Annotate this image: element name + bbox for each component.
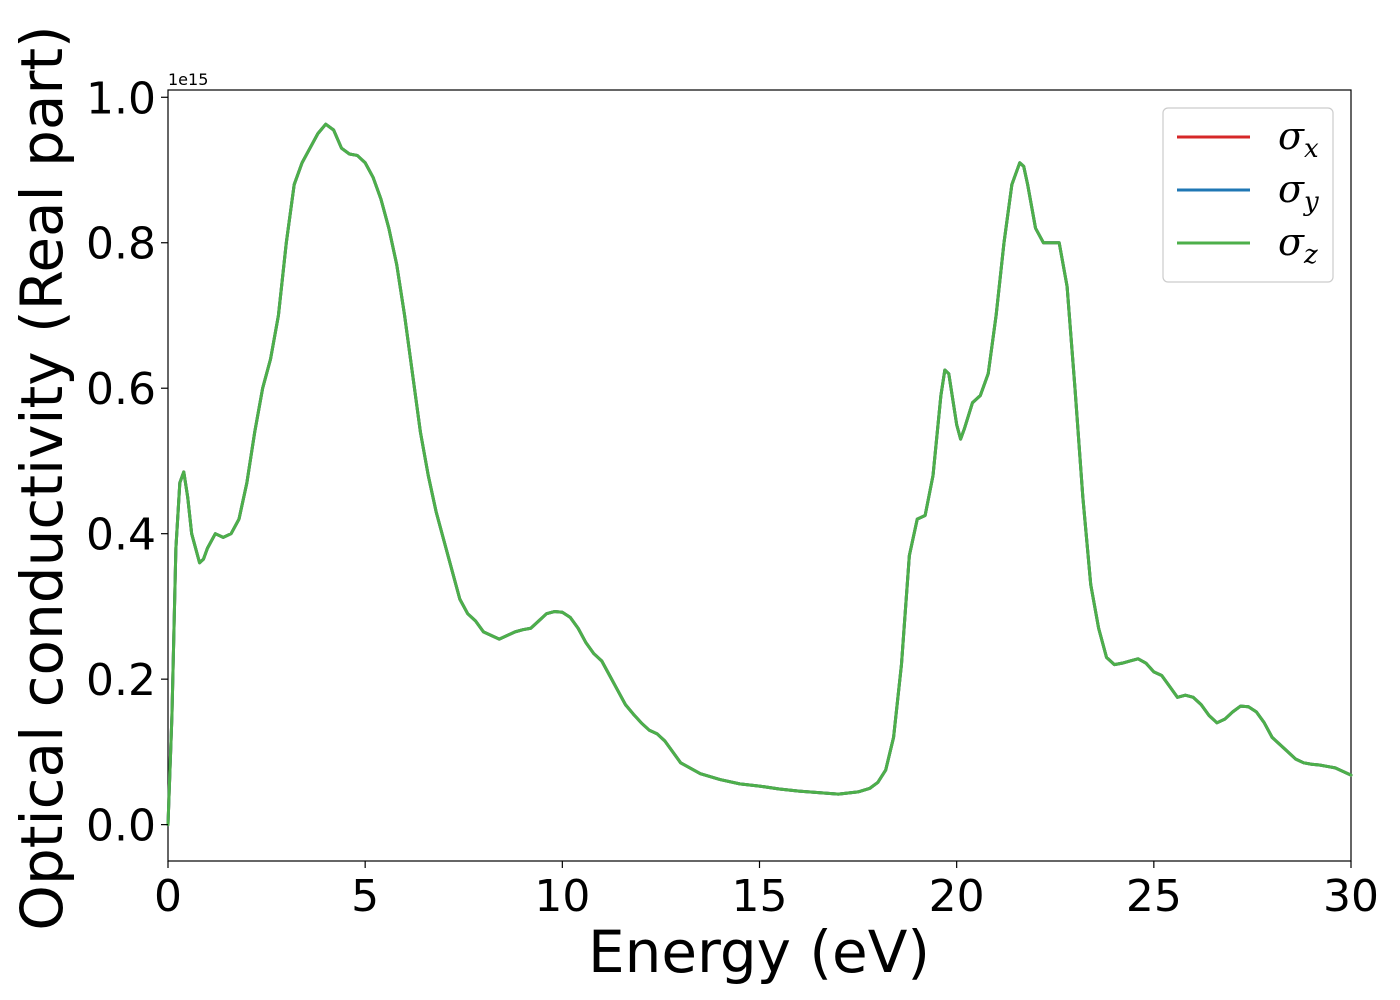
x-axis-title: Energy (eV) [588,918,930,986]
x-axis-ticks: 0 5 10 15 20 25 30 [154,861,1379,922]
y-tick-label: 0.4 [86,510,156,561]
y-tick-label: 0.0 [86,801,156,852]
y-tick-label: 0.8 [86,219,156,270]
legend-label-y: σy [1278,167,1319,217]
x-tick-label: 10 [534,871,590,922]
y-axis-title: Optical conductivity (Real part) [8,25,76,930]
legend-box [1162,107,1334,283]
legend-label-x: σx [1278,114,1319,164]
y-tick-label: 1.0 [86,73,156,124]
series-layer [166,122,1353,827]
x-tick-label: 20 [929,871,985,922]
x-tick-label: 5 [351,871,379,922]
x-tick-label: 30 [1323,871,1379,922]
y-tick-label: 0.2 [86,655,156,706]
x-tick-label: 25 [1126,871,1182,922]
x-tick-label: 15 [732,871,788,922]
y-offset-label: 1e15 [168,70,208,89]
y-axis-ticks: 0.0 0.2 0.4 0.6 0.8 1.0 [86,73,168,852]
series-line-z [166,122,1353,827]
y-tick-label: 0.6 [86,364,156,415]
legend-label-z: σz [1278,220,1318,270]
x-tick-label: 0 [154,871,182,922]
